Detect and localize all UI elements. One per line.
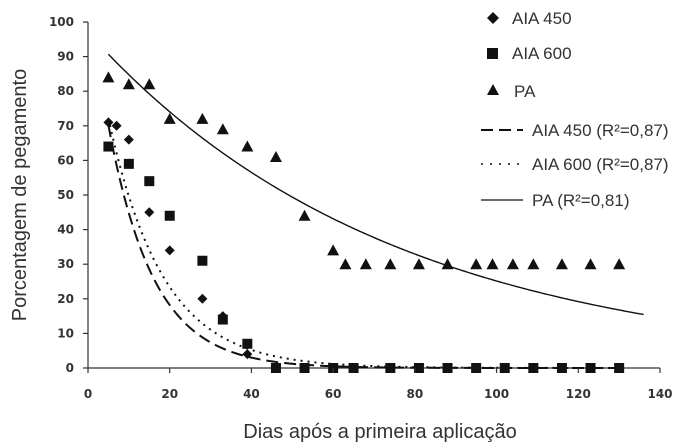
x-tick-label: 40 — [243, 387, 260, 401]
point-triangle — [555, 258, 568, 270]
x-tick-label: 60 — [325, 387, 342, 401]
x-tick-label: 100 — [484, 387, 509, 401]
point-square — [144, 176, 155, 187]
y-tick-label: 90 — [57, 50, 74, 64]
point-square — [103, 141, 114, 152]
point-square — [270, 363, 281, 373]
point-square — [123, 158, 134, 169]
point-triangle — [143, 78, 156, 90]
x-tick-label: 140 — [647, 387, 672, 401]
x-tick-label: 80 — [407, 387, 424, 401]
point-triangle — [412, 258, 425, 270]
point-square — [242, 338, 253, 349]
point-triangle — [506, 258, 519, 270]
point-diamond — [144, 207, 155, 218]
x-axis-title: Dias após a primeira aplicação — [243, 421, 516, 443]
point-diamond — [111, 120, 122, 131]
point-square — [442, 363, 453, 373]
point-square — [217, 314, 228, 325]
legend-label-aia600: AIA 600 — [512, 44, 572, 63]
legend-label-pa: PA — [514, 82, 536, 101]
y-tick-label: 100 — [49, 15, 74, 29]
y-tick-label: 30 — [57, 257, 74, 271]
legend-label-trend-pa: PA (R²=0,81) — [532, 191, 629, 210]
trendline-solid — [107, 53, 644, 316]
point-triangle — [613, 258, 626, 270]
point-square — [385, 363, 396, 373]
point-triangle — [298, 209, 311, 221]
legend: AIA 450 AIA 600 PA AIA 450 (R²=0,87) AIA… — [481, 9, 669, 210]
point-triangle — [441, 258, 454, 270]
point-square — [528, 363, 539, 373]
point-triangle — [486, 258, 499, 270]
y-tick-label: 60 — [57, 153, 74, 167]
y-axis-title: Porcentagem de pegamento — [9, 69, 31, 321]
legend-label-aia450: AIA 450 — [512, 9, 572, 28]
point-diamond — [197, 293, 208, 304]
legend-marker-triangle — [487, 84, 499, 95]
trendlines — [107, 53, 644, 369]
legend-marker-square — [487, 48, 498, 59]
legend-label-trend-aia450: AIA 450 (R²=0,87) — [532, 121, 669, 140]
point-diamond — [103, 117, 114, 128]
point-triangle — [584, 258, 597, 270]
point-square — [197, 255, 208, 266]
trendline-dotted — [107, 118, 620, 369]
point-triangle — [327, 244, 340, 256]
point-triangle — [196, 112, 209, 124]
point-square — [585, 363, 596, 373]
point-triangle — [359, 258, 372, 270]
data-points — [102, 71, 626, 373]
point-triangle — [102, 71, 115, 83]
point-triangle — [470, 258, 483, 270]
point-triangle — [216, 123, 229, 135]
y-tick-label: 40 — [57, 223, 74, 237]
legend-label-trend-aia600: AIA 600 (R²=0,87) — [532, 155, 669, 174]
point-triangle — [122, 78, 135, 90]
y-tick-label: 20 — [57, 292, 74, 306]
trendline-dashed — [107, 125, 620, 369]
point-square — [299, 363, 310, 373]
point-triangle — [384, 258, 397, 270]
point-diamond — [123, 134, 134, 145]
point-square — [614, 363, 625, 373]
point-triangle — [269, 150, 282, 162]
y-tick-label: 80 — [57, 84, 74, 98]
point-square — [556, 363, 567, 373]
point-diamond — [242, 349, 253, 360]
point-diamond — [164, 245, 175, 256]
y-tick-label: 50 — [57, 188, 74, 202]
y-tick-label: 10 — [57, 326, 74, 340]
legend-marker-diamond — [487, 12, 499, 24]
point-square — [164, 210, 175, 221]
point-triangle — [163, 112, 176, 124]
y-tick-label: 70 — [57, 119, 74, 133]
point-square — [471, 363, 482, 373]
point-triangle — [527, 258, 540, 270]
x-tick-label: 20 — [161, 387, 178, 401]
tick-labels: 0 20 40 60 80 100 120 140 0 10 20 30 40 50 60 70 80 90 100 — [49, 15, 673, 401]
x-tick-label: 120 — [566, 387, 591, 401]
point-triangle — [339, 258, 352, 270]
point-square — [499, 363, 510, 373]
point-square — [348, 363, 359, 373]
point-triangle — [241, 140, 254, 152]
x-tick-label: 0 — [84, 387, 92, 401]
point-square — [413, 363, 424, 373]
y-tick-label: 0 — [66, 361, 74, 375]
